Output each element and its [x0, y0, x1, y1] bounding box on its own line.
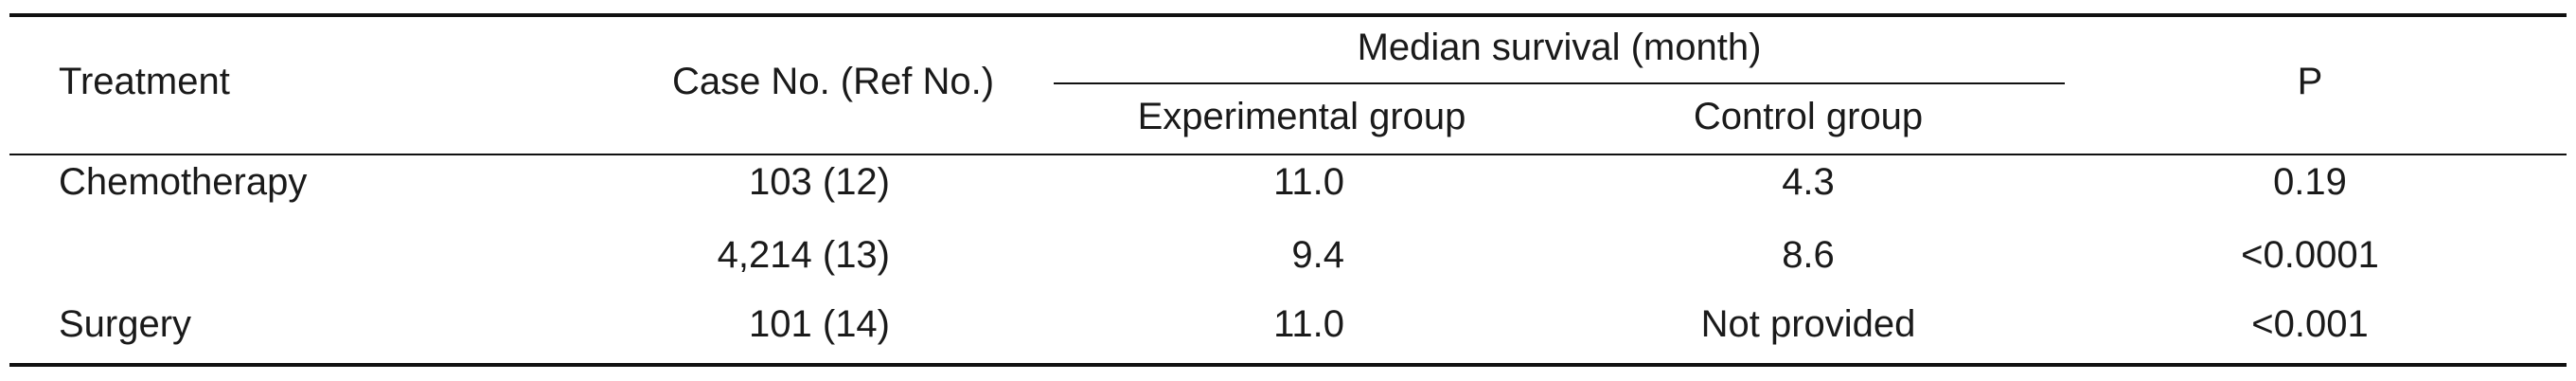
median-survival-group-rule	[1054, 82, 2065, 84]
header-median-survival: Median survival (month)	[1357, 27, 1762, 68]
row-control: 4.3	[1782, 161, 1835, 203]
row-control: 8.6	[1782, 234, 1835, 276]
row-case-no: 103 (12)	[749, 161, 890, 203]
header-experimental-group: Experimental group	[1137, 96, 1466, 137]
table-bottom-rule	[9, 363, 2567, 367]
row-control: Not provided	[1700, 303, 1916, 345]
row-p: <0.001	[2251, 303, 2369, 345]
row-experimental: 9.4	[1291, 234, 1344, 276]
row-treatment: Chemotherapy	[59, 161, 308, 203]
header-control-group: Control group	[1693, 96, 1924, 137]
row-p: 0.19	[2273, 161, 2347, 203]
row-case-no: 4,214 (13)	[717, 234, 890, 276]
row-experimental: 11.0	[1273, 303, 1344, 345]
row-experimental: 11.0	[1273, 161, 1344, 203]
row-treatment	[59, 232, 532, 278]
header-bottom-rule	[9, 154, 2567, 155]
row-case-no: 101 (14)	[749, 303, 890, 345]
table-top-rule	[9, 13, 2567, 17]
header-treatment: Treatment	[59, 61, 230, 102]
row-p: <0.0001	[2241, 234, 2379, 276]
header-case-no: Case No. (Ref No.)	[671, 61, 995, 102]
row-treatment: Surgery	[59, 303, 192, 345]
header-p: P	[2297, 61, 2323, 102]
